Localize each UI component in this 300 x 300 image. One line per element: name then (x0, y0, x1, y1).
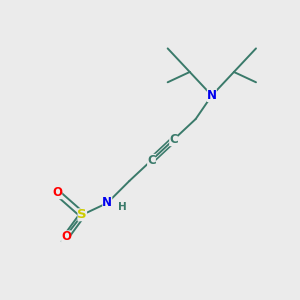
Text: H: H (118, 202, 126, 212)
Text: C: C (147, 154, 156, 167)
Text: O: O (61, 230, 71, 243)
Text: N: N (102, 196, 112, 209)
Text: S: S (77, 208, 87, 221)
Text: O: O (52, 186, 62, 199)
Text: N: N (207, 89, 217, 102)
Text: C: C (169, 133, 178, 146)
